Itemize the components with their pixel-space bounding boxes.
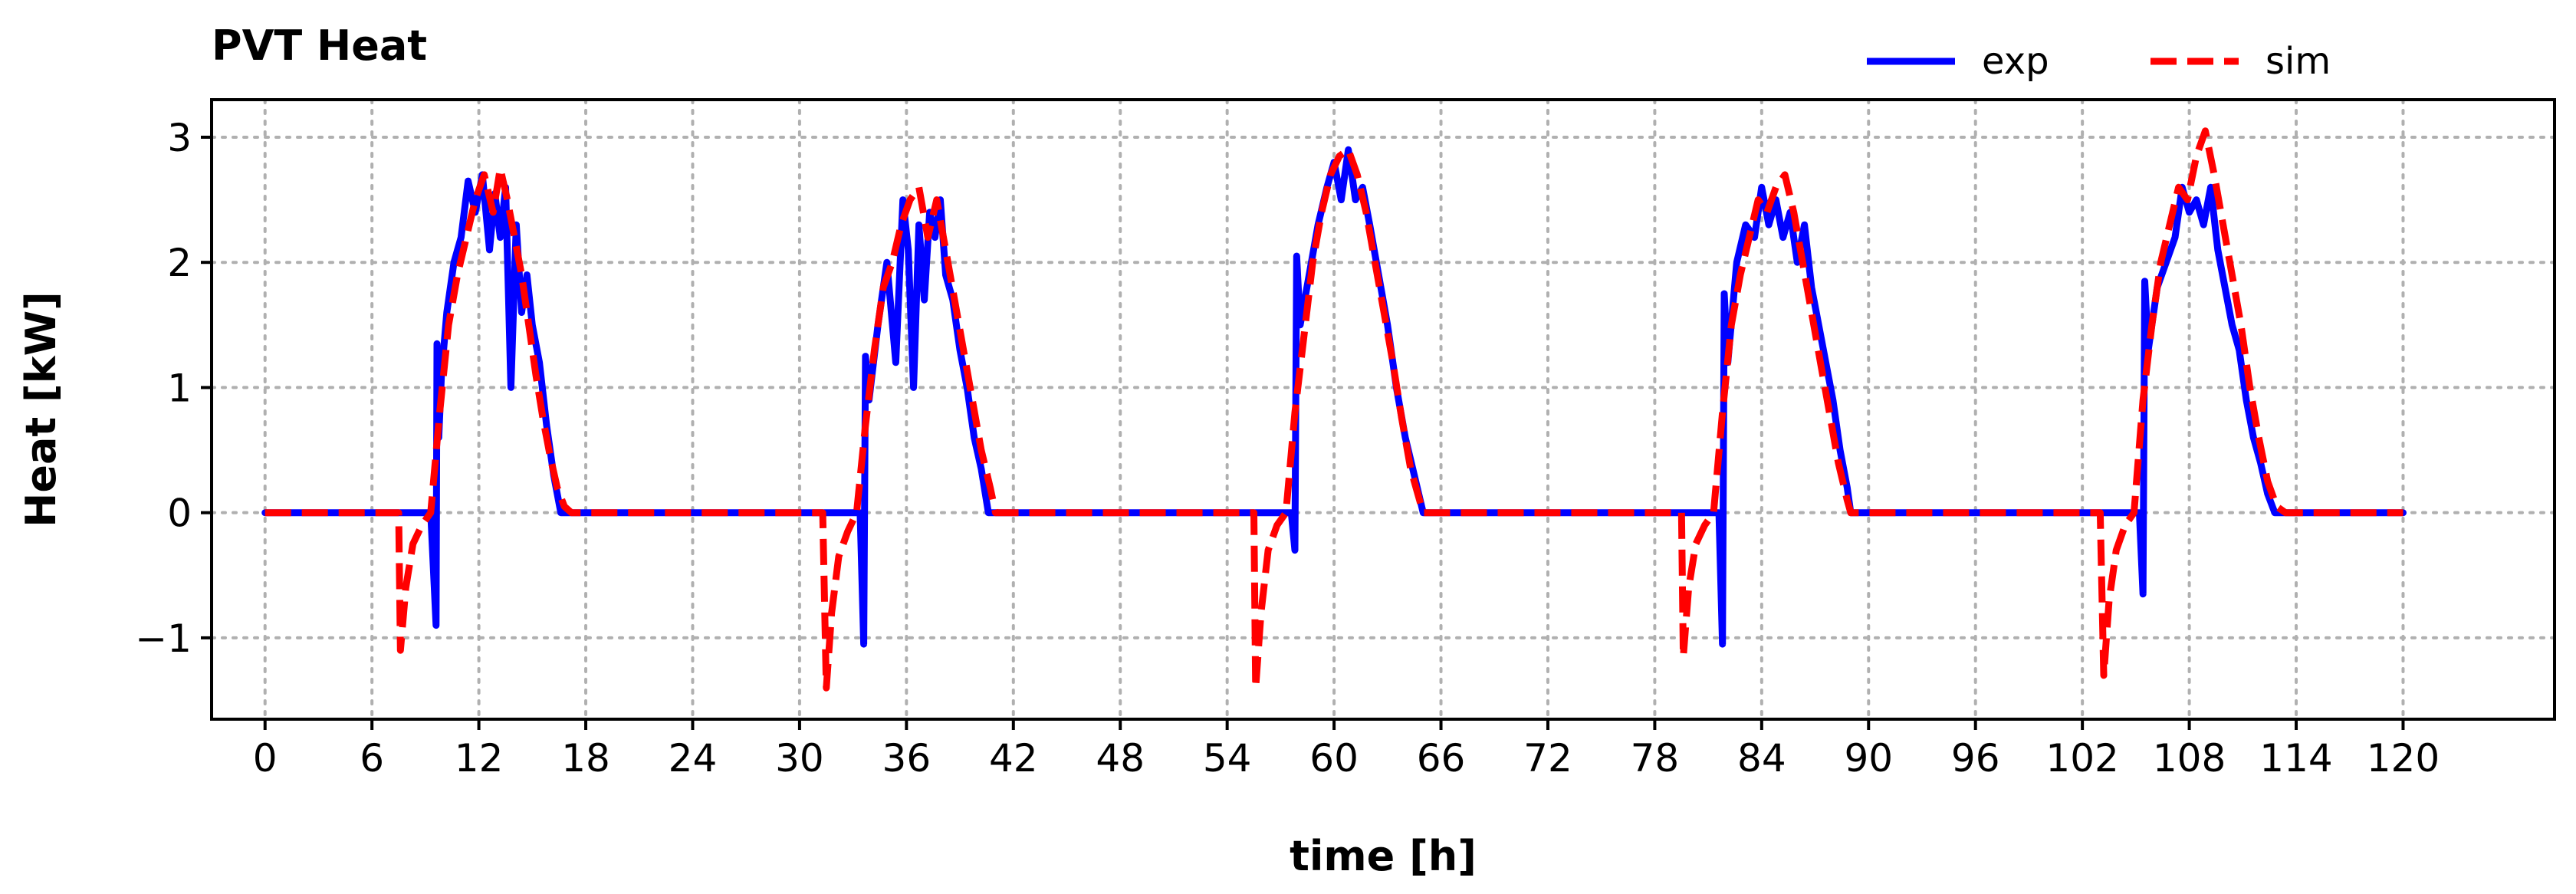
- y-tick-label: 0: [167, 491, 192, 536]
- plot-frame: [210, 98, 2556, 721]
- series-layer: [261, 127, 2407, 692]
- y-tick-label: 3: [167, 116, 192, 160]
- x-tick-label: 30: [775, 736, 824, 781]
- x-tick-label: 96: [1951, 736, 2000, 781]
- x-tick-label: 54: [1203, 736, 1252, 781]
- x-tick-label: 60: [1309, 736, 1359, 781]
- x-tick-label: 6: [360, 736, 384, 781]
- x-tick-label: 90: [1844, 736, 1893, 781]
- chart-title: PVT Heat: [212, 21, 427, 70]
- x-tick-label: 36: [882, 736, 932, 781]
- x-tick-label: 48: [1096, 736, 1145, 781]
- legend-exp-label: exp: [1982, 40, 2049, 83]
- grid: [210, 98, 2556, 721]
- x-tick-label: 72: [1523, 736, 1572, 781]
- series-sim-line: [264, 127, 2404, 692]
- x-tick-label: 24: [669, 736, 718, 781]
- ticks: 0 6 12 18 24 30 36 42 48 54 60 66 72 78 84 90 96 102 108 11…: [135, 116, 2440, 781]
- x-tick-label: 12: [455, 736, 504, 781]
- x-tick-label: 66: [1417, 736, 1466, 781]
- y-axis-label: Heat [kW]: [17, 291, 65, 528]
- x-tick-label: 18: [561, 736, 610, 781]
- x-tick-label: 114: [2259, 736, 2332, 781]
- series-exp-line: [261, 146, 2407, 648]
- legend: exp sim: [1867, 40, 2331, 83]
- x-tick-label: 0: [253, 736, 278, 781]
- y-tick-label: 2: [167, 241, 192, 285]
- x-tick-label: 84: [1737, 736, 1786, 781]
- x-tick-label: 42: [989, 736, 1038, 781]
- x-tick-label: 108: [2153, 736, 2226, 781]
- legend-sim-label: sim: [2266, 40, 2331, 83]
- x-axis-label: time [h]: [1290, 832, 1477, 880]
- x-tick-label: 120: [2367, 736, 2440, 781]
- x-tick-label: 102: [2045, 736, 2118, 781]
- y-tick-label: −1: [135, 616, 192, 661]
- x-tick-label: 78: [1631, 736, 1680, 781]
- y-tick-label: 1: [167, 366, 192, 410]
